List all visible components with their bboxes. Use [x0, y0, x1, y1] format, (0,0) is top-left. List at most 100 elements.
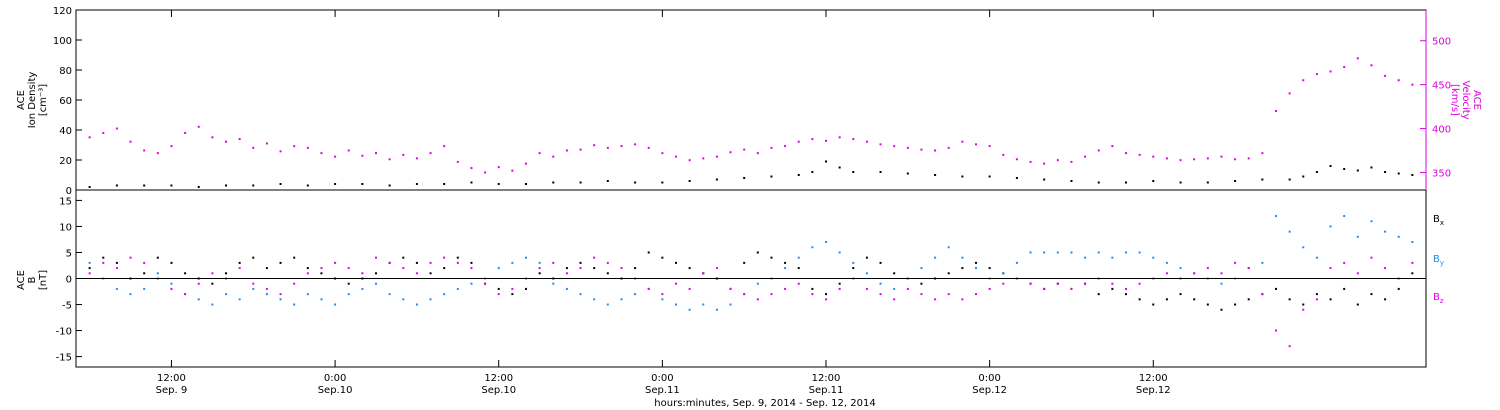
- field-tick-label-6: 15: [59, 196, 72, 207]
- field-bz-point-2: [115, 267, 118, 270]
- plasma-series-1-point-15: [293, 145, 296, 148]
- field-bz-point-64: [961, 298, 964, 301]
- field-by-point-4: [143, 287, 146, 290]
- plasma-left-ylabel-line-1: ACE: [16, 90, 27, 110]
- plasma-series-1-point-81: [1193, 158, 1196, 161]
- field-by-point-90: [1315, 256, 1318, 259]
- plasma-series-0-point-7: [279, 183, 282, 185]
- plasma-series-0-point-33: [934, 174, 937, 176]
- field-bx-point-44: [688, 267, 691, 270]
- field-by-point-9: [211, 303, 214, 306]
- field-by-point-17: [320, 298, 323, 301]
- legend-bz: Bz: [1433, 292, 1444, 305]
- plasma-series-1-point-40: [634, 143, 637, 146]
- field-bz-point-84: [1234, 261, 1237, 264]
- plasma-series-1-point-55: [838, 136, 841, 139]
- field-by-point-94: [1370, 220, 1373, 223]
- x-tick-time-3: 0:00: [651, 373, 673, 384]
- plasma-series-1-point-70: [1043, 162, 1046, 165]
- field-tick-label-4: 5: [66, 248, 72, 259]
- plasma-series-1-point-46: [715, 155, 718, 158]
- field-bx-point-97: [1411, 272, 1414, 275]
- field-bx-point-50: [770, 256, 773, 259]
- field-bx-point-65: [975, 261, 977, 264]
- field-bx-point-84: [1234, 303, 1237, 306]
- field-by-point-95: [1384, 230, 1387, 233]
- field-bz-point-48: [743, 293, 746, 296]
- plasma-series-1-point-92: [1343, 66, 1346, 69]
- field-bx-point-59: [893, 272, 896, 275]
- field-bx-point-76: [1125, 293, 1127, 296]
- plasma-right-tick-label-1: 400: [1432, 125, 1451, 136]
- plasma-series-0-point-2: [143, 184, 146, 187]
- plasma-series-0-point-8: [306, 184, 309, 187]
- plasma-series-0-point-3: [170, 184, 173, 187]
- plasma-series-1-point-21: [375, 152, 377, 155]
- plasma-series-1-point-11: [238, 138, 241, 141]
- field-bx-point-56: [852, 267, 855, 270]
- field-bz-point-7: [184, 293, 187, 296]
- field-bz-point-95: [1384, 267, 1387, 270]
- x-tick-date-5: Sep.12: [972, 385, 1007, 396]
- field-bx-point-95: [1384, 298, 1387, 301]
- field-by-point-44: [688, 308, 691, 311]
- field-by-point-63: [947, 246, 950, 249]
- axis-layer: 0 20 40 60 80 100 120 350 400 450 500 -15 -10 -5 0 5 10 1…: [53, 6, 1451, 396]
- field-bx-point-7: [184, 272, 187, 275]
- field-bx-point-33: [538, 272, 541, 275]
- plasma-panel-frame: [75, 9, 1427, 191]
- plasma-series-1-point-51: [784, 145, 787, 148]
- field-bx-point-27: [456, 256, 459, 259]
- field-bz-point-67: [1002, 282, 1005, 285]
- x-tick-time-1: 0:00: [324, 373, 346, 384]
- plasma-series-0-point-41: [1152, 180, 1155, 182]
- plasma-series-1-point-35: [565, 149, 568, 152]
- field-by-point-37: [593, 298, 596, 301]
- plasma-series-0-point-32: [906, 172, 909, 175]
- field-by-point-32: [525, 256, 527, 259]
- plasma-series-1-point-61: [920, 148, 923, 151]
- field-bz-point-46: [715, 267, 718, 270]
- plasma-series-1-point-4: [143, 149, 146, 152]
- plasma-series-1-point-17: [320, 152, 323, 155]
- field-bx-point-28: [470, 261, 473, 264]
- plasma-series-0-point-12: [415, 183, 418, 185]
- field-by-point-62: [934, 256, 937, 259]
- field-by-point-87: [1275, 215, 1277, 218]
- plasma-series-1-point-52: [797, 140, 800, 143]
- plasma-series-0-point-16: [525, 183, 527, 185]
- field-by-point-69: [1029, 251, 1032, 254]
- plasma-series-1-point-38: [606, 146, 609, 149]
- plasma-series-1-point-29: [484, 171, 487, 174]
- plasma-series-1-point-93: [1356, 57, 1359, 60]
- field-bz-point-72: [1070, 287, 1073, 290]
- plasma-series-0-point-26: [797, 174, 800, 176]
- plasma-series-0-point-48: [1315, 171, 1318, 173]
- field-by-point-42: [661, 298, 664, 301]
- field-bx-point-5: [156, 256, 159, 259]
- plasma-series-0-point-21: [661, 181, 664, 184]
- plasma-series-0-point-47: [1302, 175, 1305, 178]
- field-bz-point-65: [975, 293, 977, 296]
- plasma-series-1-point-1: [102, 131, 105, 134]
- plasma-series-1-point-65: [975, 143, 977, 146]
- field-bx-point-49: [756, 251, 759, 254]
- plasma-series-1-point-86: [1261, 152, 1264, 155]
- field-bz-point-89: [1302, 308, 1305, 311]
- field-bx-point-93: [1356, 303, 1359, 306]
- plasma-series-1-point-67: [1002, 153, 1005, 156]
- field-bz-point-11: [238, 267, 241, 270]
- field-bx-point-1: [102, 256, 105, 259]
- field-bz-point-61: [920, 293, 923, 296]
- field-bx-point-31: [511, 293, 514, 296]
- field-bz-point-9: [211, 272, 214, 275]
- plasma-series-1-point-26: [443, 145, 446, 148]
- x-tick-time-0: 12:00: [157, 373, 186, 384]
- plasma-series-0-point-13: [443, 183, 446, 185]
- plasma-series-1-point-32: [525, 162, 527, 165]
- field-bx-point-41: [647, 251, 650, 254]
- field-bz-point-76: [1125, 287, 1127, 290]
- field-bz-point-27: [456, 261, 459, 264]
- plasma-series-0-point-24: [743, 177, 746, 179]
- field-bz-point-87: [1275, 329, 1277, 332]
